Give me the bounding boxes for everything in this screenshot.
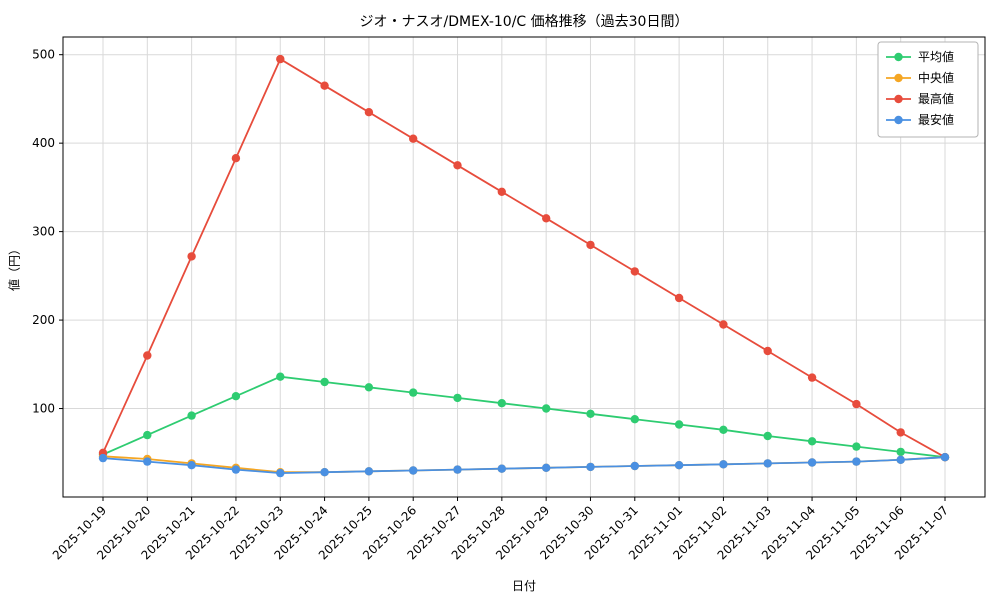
point-min bbox=[187, 461, 196, 470]
point-min bbox=[630, 461, 639, 471]
point-average bbox=[807, 437, 817, 446]
point-max bbox=[276, 54, 285, 64]
point-min bbox=[674, 461, 684, 470]
point-min bbox=[896, 455, 905, 464]
point-max bbox=[586, 240, 595, 250]
point-max bbox=[364, 108, 374, 117]
point-min bbox=[409, 466, 418, 475]
legend-marker-max bbox=[894, 94, 903, 104]
point-average bbox=[630, 415, 639, 424]
line-min bbox=[102, 456, 946, 475]
point-min bbox=[98, 453, 108, 463]
line-max bbox=[102, 57, 946, 458]
point-max bbox=[896, 428, 905, 437]
point-min bbox=[143, 457, 152, 466]
y-tick-label: 100 bbox=[32, 402, 55, 416]
point-average bbox=[276, 372, 285, 381]
point-average bbox=[143, 430, 152, 440]
point-max bbox=[763, 346, 772, 356]
point-min bbox=[497, 464, 506, 473]
point-min bbox=[763, 459, 772, 468]
point-min bbox=[807, 458, 817, 467]
point-average bbox=[320, 377, 329, 387]
point-max bbox=[674, 293, 684, 303]
chart-title: ジオ・ナスオ/DMEX-10/C 価格推移（過去30日間） bbox=[359, 14, 689, 30]
point-min bbox=[852, 457, 861, 466]
point-average bbox=[542, 404, 551, 413]
legend-marker-average bbox=[894, 52, 903, 62]
legend-marker-median bbox=[894, 73, 903, 83]
point-min bbox=[719, 460, 728, 469]
point-average bbox=[586, 409, 595, 418]
point-average bbox=[497, 399, 506, 408]
point-min bbox=[453, 465, 462, 474]
point-average bbox=[453, 393, 462, 403]
point-min bbox=[940, 453, 950, 462]
point-average bbox=[852, 442, 861, 451]
y-tick-label: 500 bbox=[32, 48, 55, 62]
point-max bbox=[453, 161, 462, 170]
point-min bbox=[364, 467, 374, 476]
point-average bbox=[187, 411, 196, 420]
point-max bbox=[719, 320, 728, 329]
y-axis-label: 値（円） bbox=[7, 242, 22, 292]
plot-border bbox=[62, 36, 986, 498]
point-max bbox=[542, 214, 551, 223]
point-min bbox=[276, 468, 285, 478]
point-average bbox=[719, 425, 728, 434]
point-average bbox=[409, 388, 418, 397]
point-min bbox=[586, 462, 595, 472]
point-average bbox=[763, 431, 772, 441]
y-tick-label: 200 bbox=[32, 313, 55, 327]
legend-label-median: 中央値 bbox=[918, 70, 954, 85]
point-max bbox=[497, 187, 506, 196]
legend-box bbox=[877, 41, 979, 138]
point-max bbox=[807, 373, 817, 382]
point-average bbox=[896, 447, 905, 457]
legend-label-max: 最高値 bbox=[918, 91, 954, 106]
point-max bbox=[143, 351, 152, 360]
point-min bbox=[320, 468, 329, 477]
point-min bbox=[542, 463, 551, 472]
point-max bbox=[409, 134, 418, 143]
point-max bbox=[630, 267, 639, 276]
axes-background bbox=[63, 37, 985, 497]
point-max bbox=[231, 154, 241, 163]
y-tick-label: 300 bbox=[32, 225, 55, 239]
line-average bbox=[102, 375, 946, 459]
point-min bbox=[231, 465, 241, 474]
point-max bbox=[187, 252, 196, 261]
legend-marker-min bbox=[894, 115, 903, 125]
point-average bbox=[364, 383, 374, 392]
point-average bbox=[231, 392, 241, 401]
legend-label-min: 最安値 bbox=[918, 112, 954, 127]
y-tick-label: 400 bbox=[32, 136, 55, 150]
x-axis-label: 日付 bbox=[511, 579, 536, 593]
point-max bbox=[320, 81, 329, 90]
point-average bbox=[674, 420, 684, 429]
legend-label-average: 平均値 bbox=[918, 49, 954, 64]
point-max bbox=[852, 399, 861, 409]
